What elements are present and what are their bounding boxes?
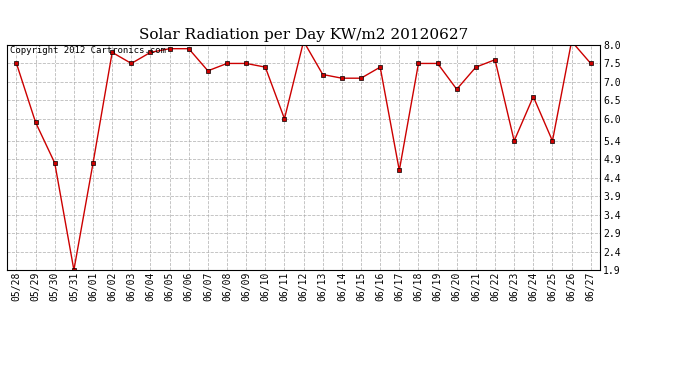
Title: Solar Radiation per Day KW/m2 20120627: Solar Radiation per Day KW/m2 20120627 xyxy=(139,28,469,42)
Text: Copyright 2012 Cartronics.com: Copyright 2012 Cartronics.com xyxy=(10,46,166,55)
